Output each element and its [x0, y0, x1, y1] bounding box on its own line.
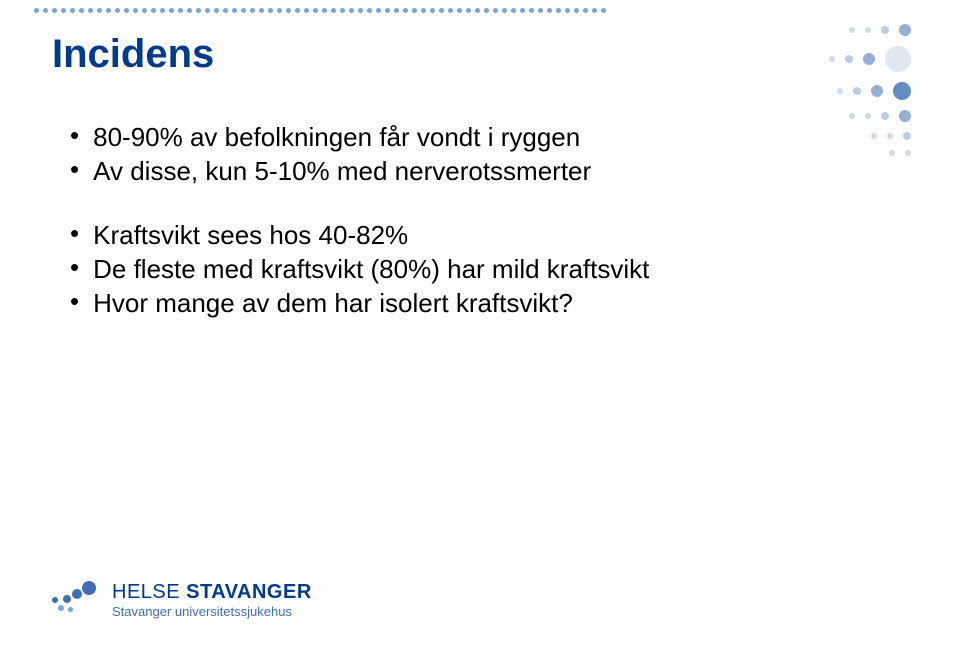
- bullet-item: • Kraftsvikt sees hos 40-82%: [70, 220, 899, 250]
- bullet-text: Hvor mange av dem har isolert kraftsvikt…: [93, 288, 573, 318]
- bullet-dot-icon: •: [70, 252, 79, 282]
- logo-dots-icon: [52, 577, 98, 623]
- logo: HELSE STAVANGER Stavanger universitetssj…: [52, 577, 312, 623]
- logo-line1: HELSE STAVANGER: [112, 582, 312, 603]
- bullet-dot-icon: •: [70, 218, 79, 248]
- bullet-dot-icon: •: [70, 286, 79, 316]
- bullet-item: • De fleste med kraftsvikt (80%) har mild…: [70, 254, 899, 284]
- bullet-text: Kraftsvikt sees hos 40-82%: [93, 220, 408, 250]
- bullet-item: • Av disse, kun 5-10% med nerverotssmerte…: [70, 156, 899, 186]
- slide-title: Incidens: [52, 32, 214, 77]
- bullet-text: 80-90% av befolkningen får vondt i rygge…: [93, 122, 580, 152]
- bullet-text: Av disse, kun 5-10% med nerverotssmerter: [93, 156, 591, 186]
- slide-body: • 80-90% av befolkningen får vondt i rygg…: [70, 122, 899, 322]
- bullet-item: • Hvor mange av dem har isolert kraftsvik…: [70, 288, 899, 318]
- bullet-text: De fleste med kraftsvikt (80%) har mild …: [93, 254, 649, 284]
- logo-text: HELSE STAVANGER Stavanger universitetssj…: [112, 582, 312, 619]
- bullet-dot-icon: •: [70, 154, 79, 184]
- logo-line1-bold: STAVANGER: [186, 581, 312, 603]
- bullet-group-gap: [70, 190, 899, 220]
- bullet-dot-icon: •: [70, 120, 79, 150]
- logo-line1-light: HELSE: [112, 581, 186, 603]
- bullet-item: • 80-90% av befolkningen får vondt i rygg…: [70, 122, 899, 152]
- slide: Incidens • 80-90% av befolkningen får von…: [0, 0, 959, 663]
- logo-line2: Stavanger universitetssjukehus: [112, 605, 312, 619]
- decorative-dot-strip: [34, 8, 674, 16]
